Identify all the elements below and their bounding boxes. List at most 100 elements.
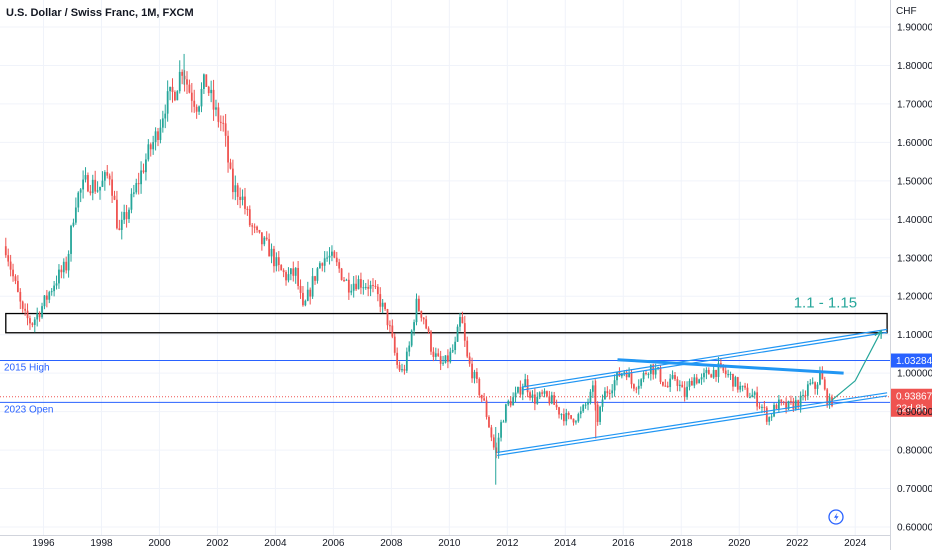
candle-body: [306, 289, 309, 301]
price-tick-label: 1.90000: [897, 23, 932, 34]
candle-body: [101, 180, 104, 187]
candle-body: [91, 179, 94, 194]
candle-body: [683, 387, 686, 398]
candle-body: [12, 269, 14, 277]
candle-body: [99, 186, 101, 191]
candle-body: [550, 395, 553, 404]
candle-body: [703, 372, 705, 378]
time-tick-label: 2008: [380, 538, 403, 549]
candle-body: [234, 185, 237, 193]
candle-body: [669, 378, 672, 388]
candle-body: [657, 367, 659, 369]
candle-body: [333, 251, 336, 258]
time-axis[interactable]: 1996 1998 2000 2002 2004 2006 2008 2010 2012 2014…: [0, 535, 890, 550]
candle-body: [753, 392, 756, 395]
candle-body: [379, 294, 382, 307]
candle-body: [273, 248, 275, 267]
level-price-badge: [891, 353, 932, 368]
candle-body: [490, 427, 493, 438]
candle-body: [166, 91, 169, 114]
candle-body: [275, 257, 278, 267]
candle-body: [739, 385, 742, 390]
replay-icon[interactable]: [828, 509, 844, 525]
candle-body: [106, 172, 109, 176]
candle-body: [323, 258, 326, 266]
price-tick-label: 1.60000: [897, 138, 932, 149]
candle-body: [546, 391, 548, 397]
time-tick-label: 1998: [90, 538, 113, 549]
candle-body: [654, 368, 657, 375]
candle-body: [695, 377, 698, 384]
candle-body: [309, 289, 312, 297]
candle-body: [236, 185, 239, 197]
candle-body: [454, 341, 457, 351]
candle-body: [811, 382, 814, 384]
candle-body: [662, 381, 664, 386]
candle-body: [596, 404, 599, 422]
candle-body: [87, 175, 89, 192]
candle-body: [567, 412, 570, 416]
candle-body: [633, 384, 635, 389]
time-tick-label: 2002: [206, 538, 229, 549]
candle-body: [560, 414, 563, 416]
candle-body: [116, 199, 118, 229]
candle-body: [659, 367, 662, 382]
candle-body: [355, 283, 357, 290]
candle-body: [570, 415, 573, 419]
candle-body: [710, 374, 713, 378]
candle-body: [734, 377, 737, 387]
candle-body: [591, 385, 594, 392]
candle-body: [415, 298, 418, 323]
candle-body: [7, 255, 10, 262]
candle-body: [449, 351, 452, 362]
candle-body: [169, 86, 171, 92]
candle-body: [33, 319, 36, 325]
candle-body: [543, 391, 546, 394]
price-tick-label: 1.50000: [897, 176, 932, 187]
candle-body: [562, 414, 565, 422]
price-tick-label: 0.70000: [897, 484, 932, 495]
candle-body: [318, 263, 321, 269]
candle-body: [770, 416, 773, 418]
candle-body: [381, 302, 384, 307]
candle-body: [386, 309, 389, 326]
candle-body: [741, 385, 744, 387]
candle-body: [74, 207, 77, 223]
candle-body: [130, 193, 133, 210]
candle-body: [408, 345, 411, 352]
candle-body: [693, 377, 696, 386]
candle-body: [338, 262, 341, 269]
candle-body: [816, 384, 819, 389]
candle-body: [241, 196, 244, 201]
candle-body: [471, 363, 473, 379]
candle-body: [497, 437, 500, 454]
candle-body: [304, 300, 307, 306]
candle-body: [280, 264, 283, 271]
candle-body: [229, 162, 232, 169]
candle-body: [82, 179, 85, 190]
candle-body: [149, 144, 152, 150]
candle-body: [297, 267, 300, 286]
inner-resistance-line: [617, 358, 844, 375]
candle-body: [500, 422, 502, 438]
candle-body: [9, 261, 12, 270]
candle-body: [103, 172, 106, 181]
candle-body: [746, 387, 749, 398]
candle-body: [215, 107, 217, 110]
candle-body: [256, 226, 258, 230]
candle-body: [775, 404, 778, 409]
candle-body: [483, 398, 486, 401]
candle-body: [36, 313, 39, 320]
candle-body: [145, 159, 147, 173]
candle-body: [748, 397, 751, 399]
candle-body: [758, 406, 761, 408]
candle-body: [799, 395, 802, 408]
candle-body: [176, 91, 179, 101]
candle-body: [599, 406, 601, 422]
candle-body: [541, 392, 544, 394]
last-price-badge: [891, 388, 932, 417]
candle-body: [418, 298, 420, 311]
candle-body: [21, 301, 24, 309]
price-axis[interactable]: CHF 1.90000 1.80000 1.70000 1.60000 1.50000 1.…: [890, 0, 932, 550]
